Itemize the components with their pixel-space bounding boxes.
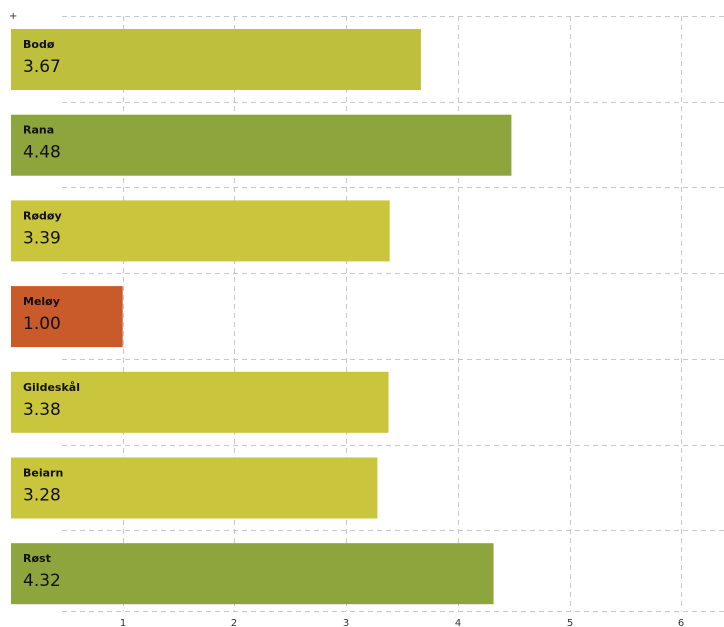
x-tick-label: 4 <box>455 618 461 627</box>
bar <box>11 371 389 433</box>
bar-category-label: Beiarn <box>23 467 63 480</box>
bar-group: Røst 4.32 <box>11 543 494 605</box>
bar-value-label: 4.48 <box>23 143 61 163</box>
bar-value-label: 3.38 <box>23 400 61 420</box>
bar-category-label: Meløy <box>23 295 60 308</box>
bar-group: Meløy 1.00 <box>11 286 123 348</box>
bar-category-label: Rødøy <box>23 209 62 222</box>
x-tick-label: 5 <box>567 618 573 627</box>
bar-value-label: 3.67 <box>23 57 61 77</box>
x-tick-label: 1 <box>120 618 126 627</box>
bar <box>11 29 421 90</box>
bar-category-label: Bodø <box>23 38 55 51</box>
corner-mark: + <box>9 11 17 22</box>
bar-value-label: 3.39 <box>23 228 61 248</box>
x-tick-label: 2 <box>231 618 237 627</box>
bar-category-label: Røst <box>23 552 51 565</box>
bar-value-label: 1.00 <box>23 314 61 334</box>
bar-value-label: 3.28 <box>23 486 61 506</box>
bar <box>11 457 378 519</box>
bar-group: Beiarn 3.28 <box>11 457 378 519</box>
x-axis: 1 2 3 4 5 6 <box>120 618 684 627</box>
bar <box>11 114 512 176</box>
bar-group: Gildeskål 3.38 <box>11 371 389 433</box>
bar-group: Rana 4.48 <box>11 114 512 176</box>
bar-category-label: Gildeskål <box>23 381 80 394</box>
grid-lines <box>62 16 724 612</box>
bar-group: Bodø 3.67 <box>11 29 421 90</box>
bar <box>11 286 123 348</box>
x-tick-label: 3 <box>343 618 349 627</box>
bar-category-label: Rana <box>23 124 54 137</box>
bar-value-label: 4.32 <box>23 571 61 591</box>
bar-group: Rødøy 3.39 <box>11 200 390 262</box>
bar <box>11 543 494 605</box>
bars: Bodø 3.67 Rana 4.48 Rødøy 3.39 Meløy 1.00 Gildes… <box>11 29 512 605</box>
bar <box>11 200 390 262</box>
x-tick-label: 6 <box>678 618 684 627</box>
